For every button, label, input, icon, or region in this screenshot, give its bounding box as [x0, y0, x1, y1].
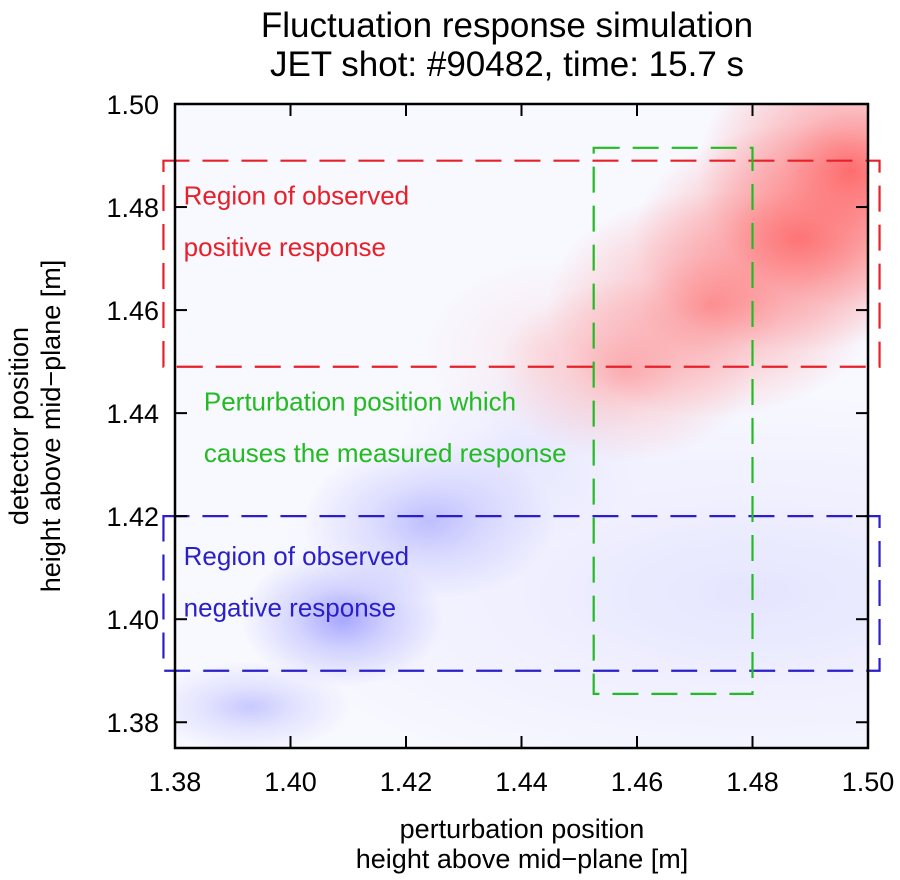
x-tick-label: 1.44	[495, 767, 548, 797]
negative-response-region	[162, 515, 881, 672]
chart-subtitle: JET shot: #90482, time: 15.7 s	[270, 45, 744, 84]
region-boxes	[162, 146, 881, 696]
negative-response-blob-9	[394, 363, 649, 546]
positive-response-region	[162, 159, 881, 368]
perturbation-label-line-1: Perturbation position which	[204, 387, 516, 417]
y-axis-label-line2: height above mid−plane [m]	[36, 260, 66, 592]
x-axis-label-line2: height above mid−plane [m]	[356, 844, 688, 874]
y-tick-label: 1.38	[106, 708, 159, 738]
y-tick-label: 1.42	[106, 502, 159, 532]
y-axis-label-line1: detector position	[4, 327, 34, 525]
y-tick-label: 1.46	[106, 296, 159, 326]
x-axis-ticks: 1.38 1.40 1.42 1.44 1.46 1.48 1.50	[149, 104, 895, 797]
x-tick-label: 1.48	[726, 767, 779, 797]
perturbation-label-line-2: causes the measured response	[204, 438, 567, 468]
perturbation-position-region	[592, 146, 754, 696]
x-axis-label-line1: perturbation position	[400, 814, 645, 844]
annotations: Region of observed positive response Pertu…	[184, 180, 567, 622]
negative-response-label-line-2: negative response	[184, 593, 396, 623]
y-axis-ticks: 1.38 1.40 1.42 1.44 1.46 1.48 1.50	[106, 90, 868, 738]
x-tick-label: 1.38	[149, 767, 202, 797]
y-tick-label: 1.48	[106, 193, 159, 223]
negative-response-label-line-1: Region of observed	[184, 541, 409, 571]
positive-response-label-line-1: Region of observed	[184, 180, 409, 210]
y-tick-label: 1.50	[106, 90, 159, 120]
y-tick-label: 1.44	[106, 399, 159, 429]
x-tick-label: 1.40	[264, 767, 317, 797]
chart-title: Fluctuation response simulation	[261, 6, 753, 45]
heatmap-area	[175, 104, 868, 748]
x-tick-label: 1.46	[611, 767, 664, 797]
x-tick-label: 1.50	[842, 767, 895, 797]
y-tick-label: 1.40	[106, 605, 159, 635]
positive-response-label-line-2: positive response	[184, 232, 386, 262]
x-tick-label: 1.42	[380, 767, 433, 797]
